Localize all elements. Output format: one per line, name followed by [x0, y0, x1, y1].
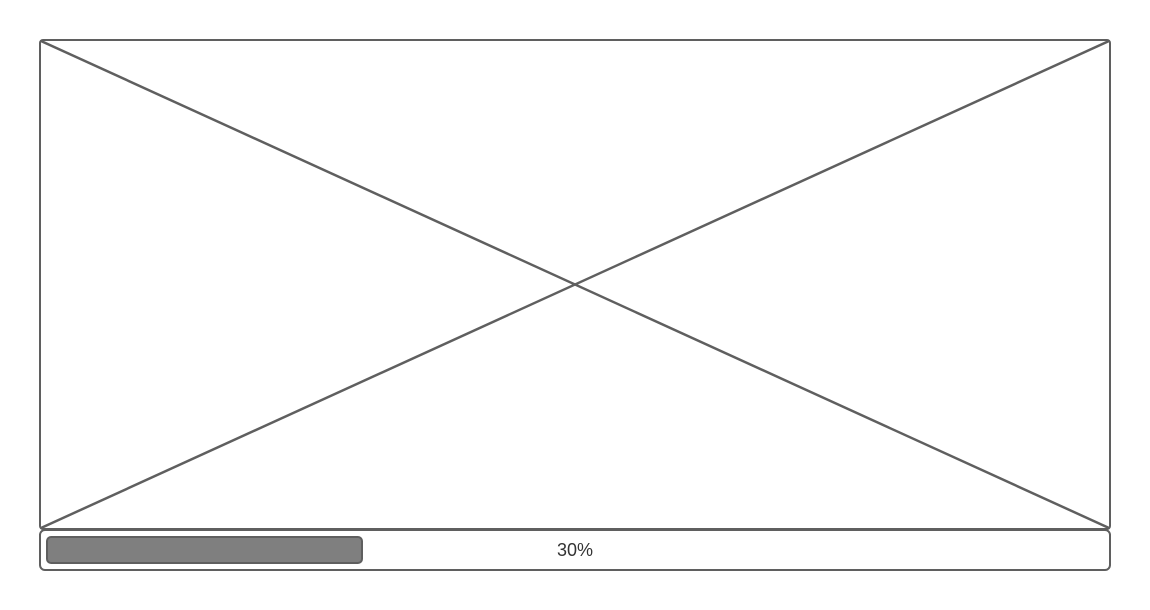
progress-label: 30% — [556, 539, 594, 560]
image-placeholder-icon — [41, 41, 1109, 528]
placeholder-diagonal-2 — [41, 41, 1109, 528]
progress-fill — [46, 536, 363, 564]
progress-bar: 30% — [39, 529, 1111, 571]
image-placeholder — [39, 39, 1111, 530]
